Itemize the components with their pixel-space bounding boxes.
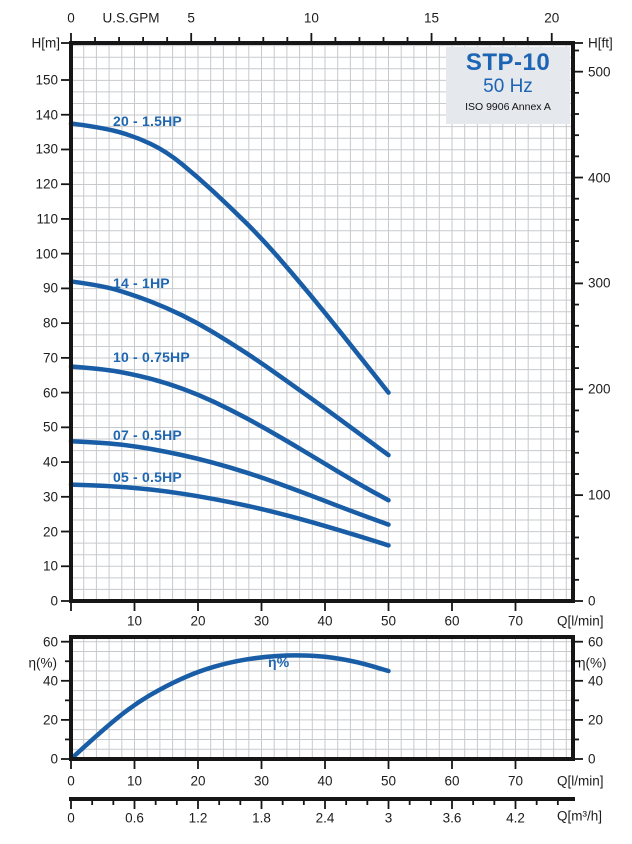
efficiency-curve [68,653,391,762]
test-standard: ISO 9906 Annex A [465,101,551,114]
head-curve [68,364,391,503]
title-box: STP-10 50 Hz ISO 9906 Annex A [446,47,570,124]
head-curve [68,482,391,548]
eff-chart-border [69,635,575,761]
pump-model: STP-10 [465,49,551,76]
head-curve [68,121,391,395]
main-chart-border [69,41,575,603]
m3h-axis-line [69,797,575,801]
head-curve [68,279,391,458]
pump-frequency: 50 Hz [483,76,533,98]
head-curve [68,438,391,527]
